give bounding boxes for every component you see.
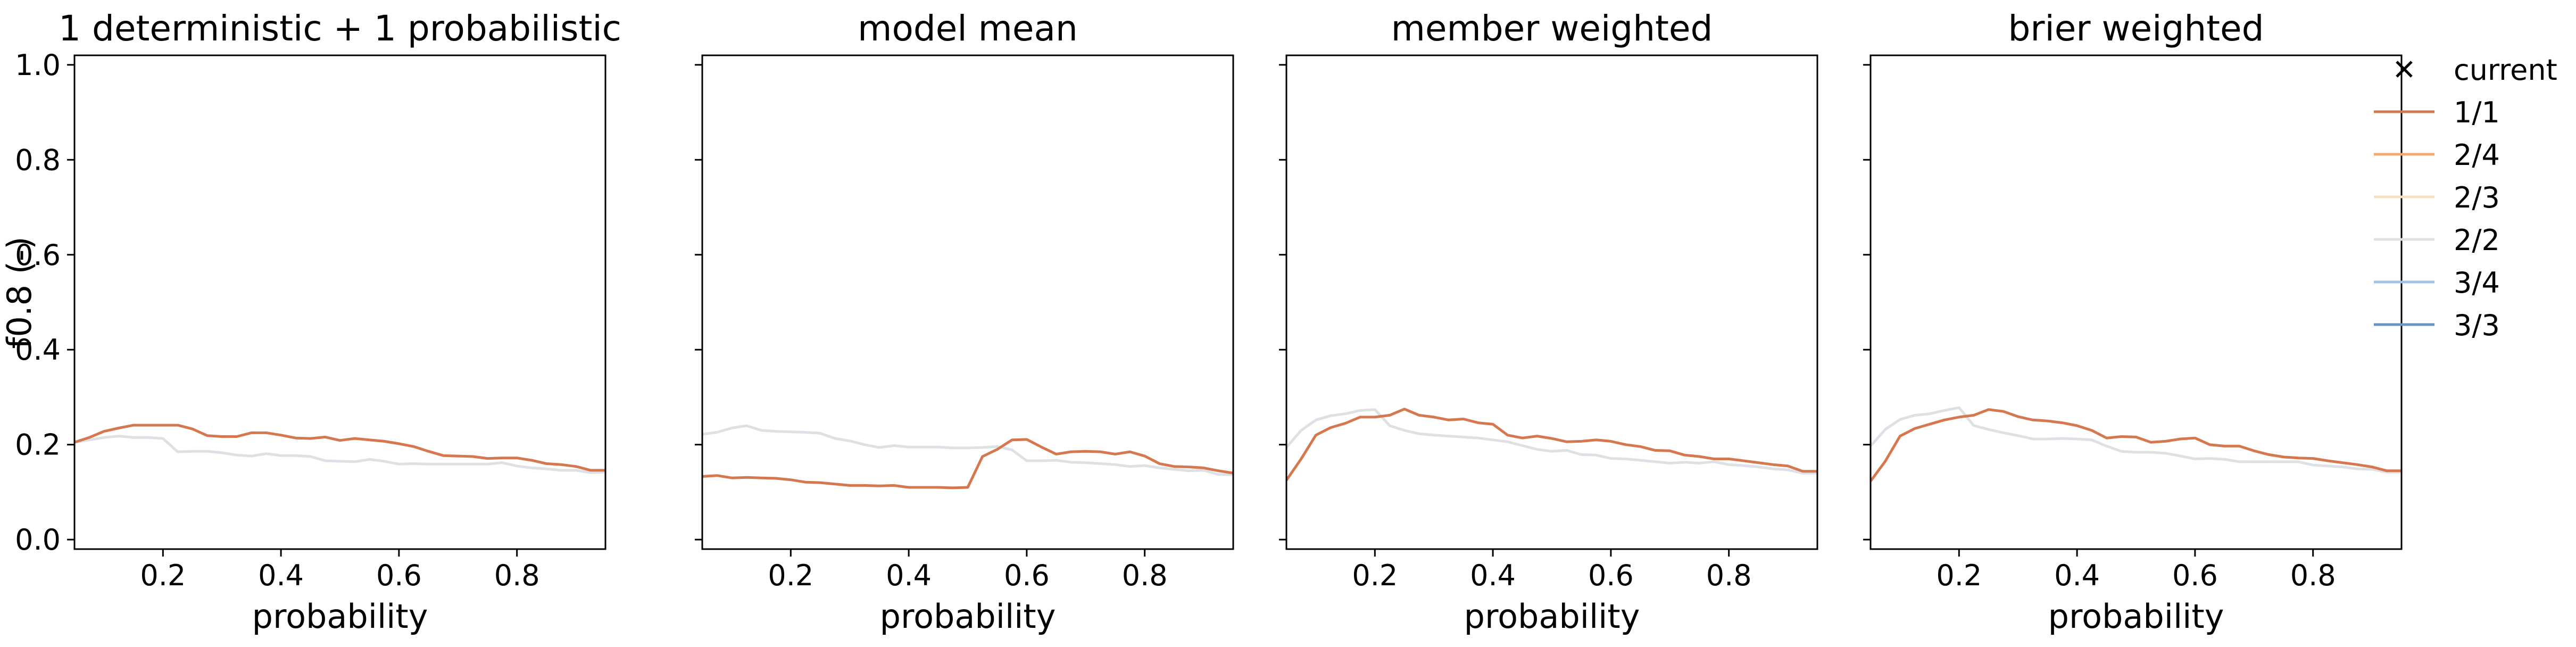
x-axis-label: probability bbox=[880, 597, 1056, 636]
x-tick-label: 0.8 bbox=[2290, 559, 2336, 592]
x-tick-label: 0.6 bbox=[376, 559, 422, 592]
series-line-2-2 bbox=[74, 435, 605, 474]
x-tick-label: 0.2 bbox=[1352, 559, 1398, 592]
x-tick-label: 0.8 bbox=[494, 559, 540, 592]
plot-frame bbox=[1285, 54, 1818, 550]
series-line-2-2 bbox=[1871, 406, 2402, 474]
legend-label: 3/3 bbox=[2454, 309, 2500, 342]
x-tick-label: 0.4 bbox=[886, 559, 932, 592]
x-axis-label: probability bbox=[2048, 597, 2224, 636]
x-tick-label: 0.4 bbox=[2054, 559, 2100, 592]
x-tick-label: 0.6 bbox=[1588, 559, 1634, 592]
legend-item: 2/2 bbox=[2374, 223, 2500, 257]
x-tick-label: 0.2 bbox=[1936, 559, 1982, 592]
legend-item: 2/3 bbox=[2374, 181, 2500, 214]
chart-panel: model mean 0.2 0.4 0.6 0.8 probability bbox=[695, 8, 1234, 636]
plot-frame bbox=[1869, 54, 2403, 550]
y-tick-label: 0.2 bbox=[15, 428, 61, 462]
legend-item: 1/1 bbox=[2374, 96, 2500, 129]
chart-title: brier weighted bbox=[2008, 8, 2264, 49]
chart-panels: 1 deterministic + 1 probabilistic 0.2 0.4 0… bbox=[15, 8, 2403, 636]
x-axis-label: probability bbox=[252, 597, 428, 636]
y-tick-label: 1.0 bbox=[15, 48, 61, 82]
x-axis-label: probability bbox=[1464, 597, 1640, 636]
x-tick-label: 0.8 bbox=[1706, 559, 1752, 592]
x-tick-label: 0.6 bbox=[1004, 559, 1050, 592]
plot-frame bbox=[73, 54, 606, 550]
y-tick-label: 0.4 bbox=[15, 333, 61, 367]
legend-label: 2/3 bbox=[2454, 181, 2500, 214]
legend-label: 3/4 bbox=[2454, 266, 2500, 300]
series-line-2-2 bbox=[1286, 408, 1817, 475]
plot-frame bbox=[701, 54, 1234, 550]
y-tick-label: 0.6 bbox=[15, 238, 61, 272]
series-line-2-2 bbox=[702, 424, 1233, 476]
legend: current 1/1 2/4 2/3 2/2 3/4 3/3 bbox=[2374, 53, 2557, 342]
legend-item: 2/4 bbox=[2374, 138, 2500, 172]
legend-marker-x bbox=[2396, 61, 2413, 78]
chart-panel: 1 deterministic + 1 probabilistic 0.2 0.4 0… bbox=[15, 8, 621, 636]
series-line-1-1 bbox=[1286, 408, 1817, 482]
series-line-1-1 bbox=[74, 424, 605, 472]
chart-title: member weighted bbox=[1391, 8, 1713, 49]
series-line-1-1 bbox=[702, 438, 1233, 490]
legend-label: current bbox=[2454, 53, 2557, 87]
legend-label: 2/2 bbox=[2454, 223, 2500, 257]
x-tick-label: 0.4 bbox=[1470, 559, 1516, 592]
chart-panel: brier weighted 0.2 0.4 0.6 0.8 probability bbox=[1863, 8, 2403, 636]
x-tick-label: 0.2 bbox=[768, 559, 813, 592]
x-tick-label: 0.8 bbox=[1122, 559, 1168, 592]
chart-title: 1 deterministic + 1 probabilistic bbox=[59, 8, 621, 49]
x-tick-label: 0.4 bbox=[258, 559, 304, 592]
legend-label: 2/4 bbox=[2454, 138, 2500, 172]
x-tick-label: 0.6 bbox=[2172, 559, 2218, 592]
legend-item: 3/4 bbox=[2374, 266, 2500, 300]
y-tick-label: 0.0 bbox=[15, 523, 61, 557]
legend-label: 1/1 bbox=[2454, 96, 2500, 129]
x-tick-label: 0.2 bbox=[140, 559, 186, 592]
legend-item: 3/3 bbox=[2374, 309, 2500, 342]
chart-panel: member weighted 0.2 0.4 0.6 0.8 probability bbox=[1279, 8, 1818, 636]
chart-title: model mean bbox=[858, 8, 1078, 49]
legend-item: current bbox=[2396, 53, 2557, 87]
y-tick-label: 0.8 bbox=[15, 143, 61, 177]
series-line-1-1 bbox=[1871, 408, 2402, 482]
y-axis-label: f0.8 (-) bbox=[0, 237, 39, 349]
